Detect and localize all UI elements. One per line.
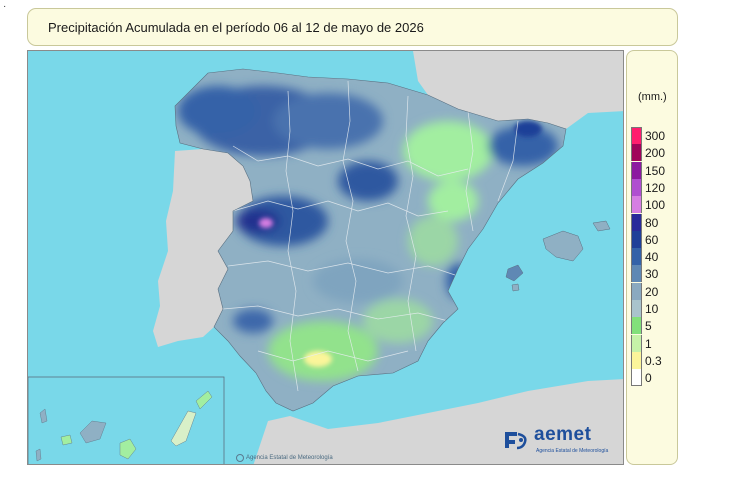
canary-islands-inset [28, 376, 225, 464]
legend-swatch [631, 351, 642, 369]
legend-swatch [631, 265, 642, 283]
legend-swatch [631, 213, 642, 231]
legend-swatch [631, 334, 642, 352]
legend-swatch [631, 196, 642, 214]
aemet-logo-text: aemet [534, 424, 592, 445]
legend-label: 200 [645, 146, 666, 161]
legend-label: 40 [645, 250, 659, 265]
legend-swatch [631, 161, 642, 179]
aemet-logo: aemet Agencia Estatal de Meteorología [503, 424, 613, 456]
legend-label: 80 [645, 215, 659, 230]
legend-swatch [631, 230, 642, 248]
legend-swatch [631, 127, 642, 144]
legend-label: 150 [645, 163, 666, 178]
map-svg [28, 51, 623, 464]
agency-credit: Agencia Estatal de Meteorología [246, 455, 333, 461]
legend-label: 120 [645, 180, 666, 195]
france-land [413, 51, 623, 129]
legend-swatch [631, 248, 642, 266]
precipitation-map [27, 50, 624, 465]
legend-label: 5 [645, 319, 652, 334]
legend-swatch [631, 178, 642, 196]
legend-swatch [631, 317, 642, 335]
balearic-islands [505, 220, 611, 292]
legend-swatch [631, 144, 642, 162]
legend-label: 100 [645, 198, 666, 213]
aemet-logo-subtitle: Agencia Estatal de Meteorología [536, 448, 609, 454]
legend-label: 30 [645, 267, 659, 282]
africa-land [253, 379, 623, 464]
legend-label: 1 [645, 336, 652, 351]
legend-label: 0 [645, 371, 652, 386]
legend-label: 300 [645, 129, 666, 143]
corner-mark: · [3, 1, 7, 12]
legend-label: 10 [645, 302, 659, 316]
legend-swatch [631, 300, 642, 317]
map-title: Precipitación Acumulada en el período 06… [48, 20, 424, 35]
legend-unit: (mm.) [638, 91, 667, 103]
legend-panel: (mm.) 300 200 150 120 100 80 60 40 30 20 10 5 1 0.3 0 [626, 50, 678, 465]
agency-emblem-icon [236, 454, 244, 462]
legend-label: 60 [645, 232, 659, 247]
legend-swatch [631, 282, 642, 300]
legend-label: 20 [645, 284, 659, 299]
spain-precip-field [175, 69, 566, 411]
portugal-land [153, 149, 253, 347]
legend-swatch [631, 369, 642, 387]
spain-coastline [174, 68, 567, 412]
title-panel: Precipitación Acumulada en el período 06… [27, 8, 678, 46]
aemet-logo-icon [505, 432, 527, 450]
legend-label: 0.3 [645, 353, 662, 368]
